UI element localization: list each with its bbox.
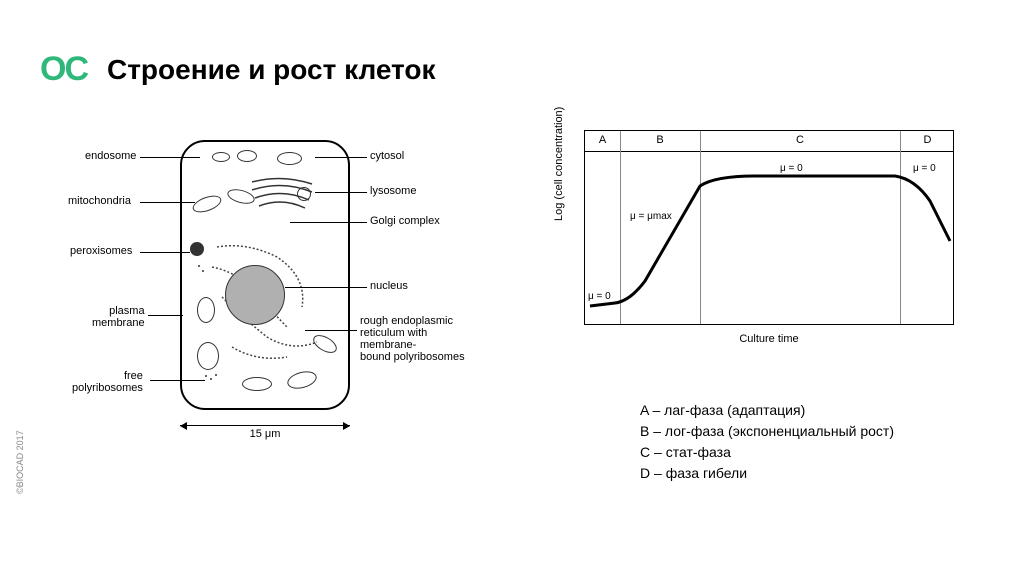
leader-line — [290, 222, 367, 223]
mitochondria-shape — [242, 377, 272, 391]
growth-curve-line — [585, 131, 955, 326]
leader-line — [285, 287, 367, 288]
label-golgi: Golgi complex — [370, 215, 440, 227]
curve-path — [590, 176, 950, 306]
scale-text: 15 μm — [180, 428, 350, 440]
growth-curve-chart: Log (cell concentration) A B C D μ = 0 μ… — [564, 130, 964, 360]
label-nucleus: nucleus — [370, 280, 408, 292]
golgi-shape — [247, 172, 317, 222]
copyright: ©BIOCAD 2017 — [15, 430, 25, 494]
header: OC Строение и рост клеток — [40, 50, 436, 89]
leader-line — [315, 157, 367, 158]
label-rer: rough endoplasmic reticulum with membran… — [360, 315, 480, 363]
page-title: Строение и рост клеток — [107, 54, 436, 86]
leader-line — [140, 157, 200, 158]
endosome-shape — [212, 152, 230, 162]
label-peroxisomes: peroxisomes — [70, 245, 132, 257]
ribosome-dot — [202, 270, 204, 272]
label-lysosome: lysosome — [370, 185, 416, 197]
legend-d: D – фаза гибели — [640, 463, 894, 484]
ribosome-dot — [210, 378, 212, 380]
endosome-shape — [237, 150, 257, 162]
label-endosome: endosome — [85, 150, 136, 162]
peroxisome-shape — [190, 242, 204, 256]
label-cytosol: cytosol — [370, 150, 404, 162]
leader-line — [148, 315, 183, 316]
scale-line — [180, 425, 350, 426]
label-mitochondria: mitochondria — [68, 195, 131, 207]
label-free-polyribosomes: free polyribosomes — [72, 370, 143, 394]
legend-b: B – лог-фаза (экспоненциальный рост) — [640, 421, 894, 442]
ribosome-dot — [198, 265, 200, 267]
ribosome-dot — [215, 374, 217, 376]
leader-line — [305, 330, 357, 331]
ribosome-dot — [205, 375, 207, 377]
chart-xlabel: Culture time — [584, 333, 954, 345]
legend-c: C – стат-фаза — [640, 442, 894, 463]
legend-a: A – лаг-фаза (адаптация) — [640, 400, 894, 421]
phase-legend: A – лаг-фаза (адаптация) B – лог-фаза (э… — [640, 400, 894, 484]
mitochondria-shape — [191, 192, 224, 215]
label-plasma-membrane: plasma membrane — [92, 305, 145, 329]
leader-line — [140, 252, 190, 253]
leader-line — [140, 202, 195, 203]
chart-plot-area: A B C D μ = 0 μ = μmax μ = 0 μ = 0 — [584, 130, 954, 325]
scale-bar: 15 μm — [180, 425, 350, 440]
cell-diagram: endosome mitochondria peroxisomes plasma… — [50, 120, 480, 490]
logo: OC — [40, 50, 87, 89]
nucleus-shape — [225, 265, 285, 325]
leader-line — [150, 380, 205, 381]
chart-ylabel: Log (cell concentration) — [553, 107, 565, 221]
cytosol-shape — [277, 152, 302, 165]
leader-line — [315, 192, 367, 193]
